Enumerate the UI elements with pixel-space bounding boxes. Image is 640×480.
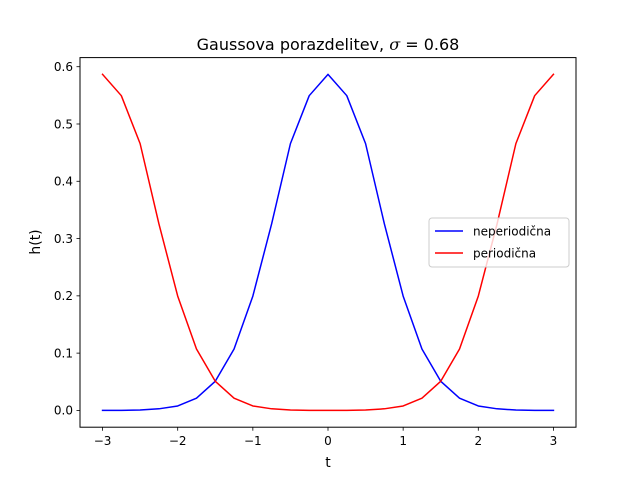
y-tick-label: 0.4 (54, 175, 73, 189)
plot-frame (79, 57, 577, 428)
x-tick-label: 3 (550, 434, 558, 448)
legend-label-periodicna: periodična (473, 247, 536, 261)
x-tick-label: −2 (169, 434, 187, 448)
lines-layer (101, 73, 555, 412)
y-tick-label: 0.6 (54, 60, 73, 74)
x-axis-label: t (325, 455, 331, 471)
x-tick-label: 0 (324, 434, 332, 448)
legend-box (428, 217, 570, 268)
legend-label-neperiodicna: neperiodična (473, 225, 551, 239)
y-tick-label: 0.5 (54, 117, 73, 131)
x-tick-label: 1 (399, 434, 407, 448)
x-tick-label: −3 (94, 434, 112, 448)
x-tick-label: −1 (244, 434, 262, 448)
chart-title-text: Gaussova porazdelitev, (197, 35, 390, 54)
legend: neperiodična periodična (428, 217, 570, 268)
x-tick-label: 2 (474, 434, 482, 448)
chart-title-symbol: σ (389, 35, 401, 54)
series-line-periodicna (101, 73, 555, 412)
chart-title-value: = 0.68 (400, 35, 459, 54)
chart-title: Gaussova porazdelitev, σ = 0.68 (197, 35, 460, 54)
y-tick-label: 0.2 (54, 289, 73, 303)
ticks-layer: −3 −2 −1 0 1 2 3 0.0 0.1 0.2 0.3 0.4 0.5 0.6 (54, 60, 557, 448)
series-line-neperiodicna (101, 73, 555, 412)
y-tick-label: 0.1 (54, 346, 73, 360)
y-axis-label: h(t) (28, 229, 44, 254)
y-tick-label: 0.0 (54, 404, 73, 418)
y-tick-label: 0.3 (54, 232, 73, 246)
